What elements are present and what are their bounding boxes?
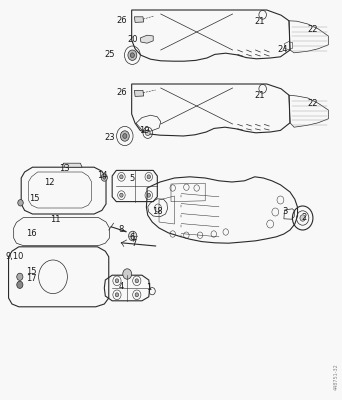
Circle shape (135, 293, 139, 297)
Text: 15: 15 (29, 194, 39, 203)
Text: 19: 19 (139, 126, 149, 135)
Polygon shape (63, 163, 82, 167)
Text: 4: 4 (119, 282, 124, 291)
Text: 21: 21 (254, 92, 264, 100)
Circle shape (120, 131, 129, 141)
Text: 13: 13 (58, 164, 69, 173)
Circle shape (135, 279, 139, 283)
Circle shape (103, 176, 106, 179)
Text: 2: 2 (301, 214, 307, 222)
Polygon shape (134, 90, 144, 96)
Circle shape (147, 193, 150, 197)
Circle shape (123, 269, 132, 279)
Circle shape (128, 50, 137, 60)
Text: 17: 17 (26, 274, 37, 283)
Text: 1: 1 (146, 284, 152, 292)
Text: 26: 26 (116, 16, 127, 25)
Text: 25: 25 (105, 50, 115, 59)
Text: 16: 16 (26, 229, 37, 238)
Text: 26: 26 (116, 88, 127, 97)
Text: 8: 8 (118, 226, 123, 234)
Circle shape (147, 175, 150, 179)
Circle shape (130, 53, 134, 58)
Circle shape (300, 215, 305, 221)
Text: 18: 18 (152, 208, 163, 216)
Text: 14: 14 (97, 171, 108, 180)
Text: 15: 15 (27, 267, 37, 276)
Circle shape (145, 130, 150, 136)
Circle shape (129, 231, 137, 241)
Text: 22: 22 (308, 99, 318, 108)
Text: 12: 12 (44, 178, 54, 187)
Text: 7: 7 (131, 239, 137, 248)
Polygon shape (140, 35, 153, 43)
Text: 3: 3 (282, 207, 288, 216)
Circle shape (120, 193, 123, 197)
Circle shape (115, 279, 119, 283)
Text: 21: 21 (254, 18, 264, 26)
Circle shape (18, 200, 23, 206)
Text: 9,10: 9,10 (5, 252, 24, 261)
Text: 448751-32: 448751-32 (333, 363, 338, 390)
Text: 23: 23 (105, 133, 116, 142)
Circle shape (17, 281, 23, 288)
Circle shape (101, 174, 107, 181)
Circle shape (17, 273, 23, 280)
Text: 22: 22 (308, 25, 318, 34)
Text: 6: 6 (129, 233, 134, 242)
Circle shape (120, 175, 123, 179)
Polygon shape (134, 17, 144, 22)
Text: 20: 20 (128, 36, 138, 44)
Circle shape (123, 134, 127, 138)
Text: 5: 5 (129, 174, 134, 183)
Text: 24: 24 (277, 46, 288, 54)
Circle shape (115, 293, 119, 297)
Text: 11: 11 (51, 216, 61, 224)
